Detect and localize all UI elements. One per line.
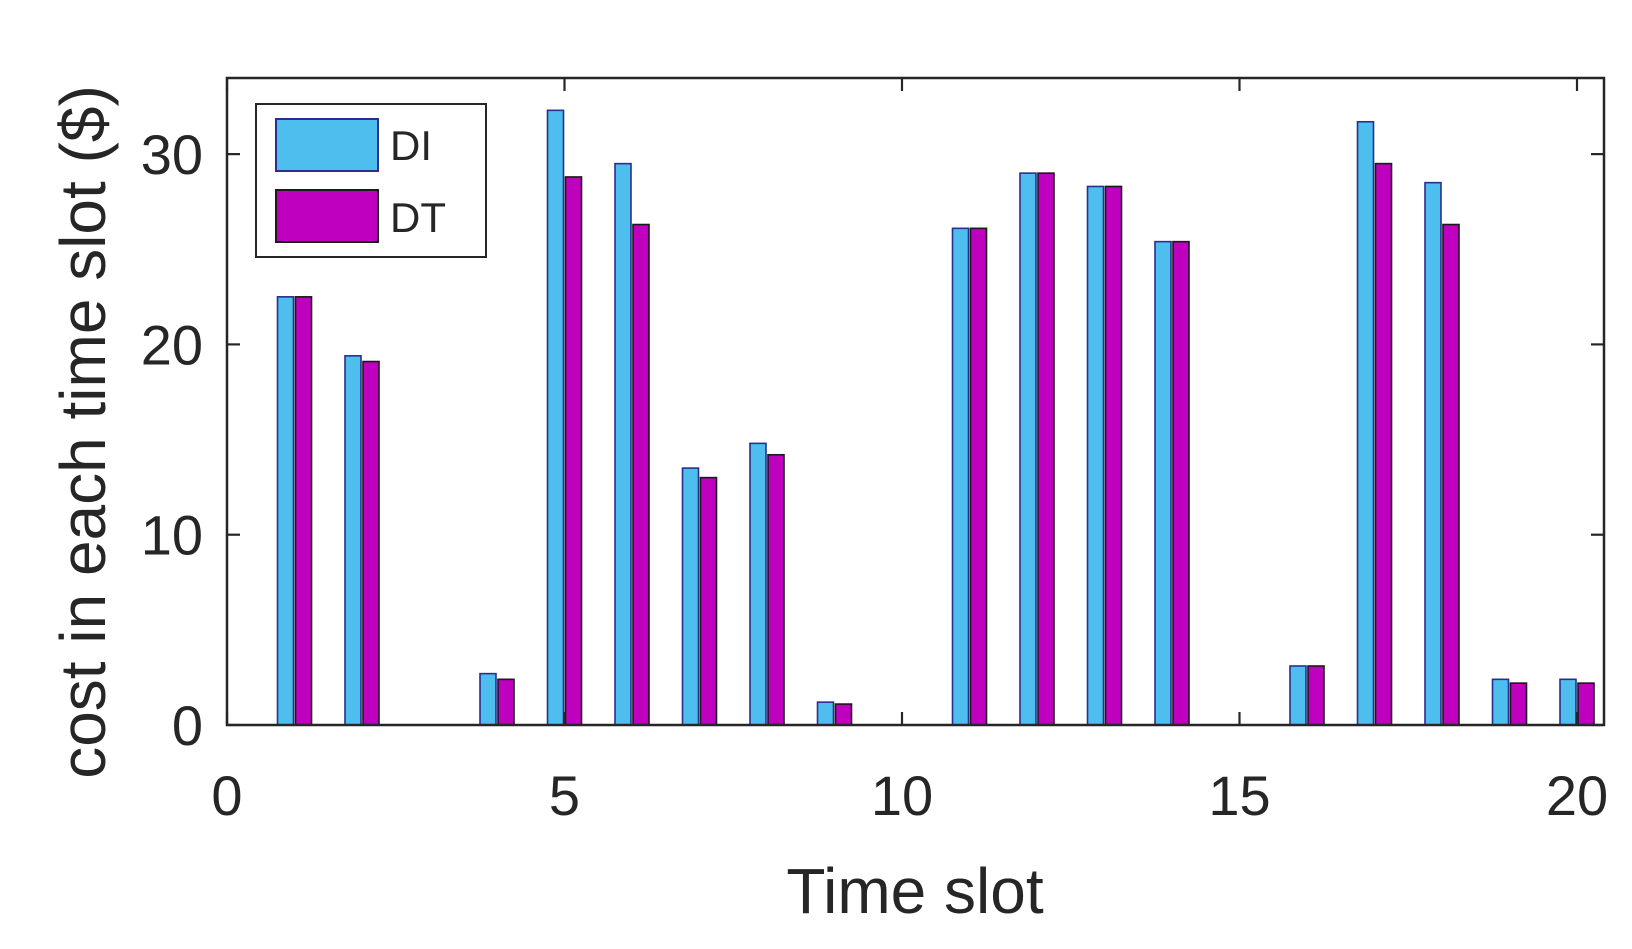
legend-swatch-dt: [275, 189, 379, 243]
bar-dt-16: [1307, 665, 1325, 726]
y-axis-title: cost in each time slot ($): [47, 85, 119, 779]
x-axis-title: Time slot: [786, 855, 1043, 927]
bar-dt-5: [564, 176, 583, 726]
bar-dt-9: [834, 703, 853, 726]
bar-dt-20: [1577, 682, 1595, 726]
bar-dt-19: [1509, 682, 1528, 726]
ticks-layer: [225, 78, 1604, 727]
bar-dt-4: [497, 678, 515, 726]
x-tick-label-15: 15: [1208, 764, 1270, 827]
bar-di-9: [816, 701, 835, 726]
x-tick-label-0: 0: [211, 764, 242, 827]
bar-di-8: [749, 442, 767, 726]
bar-dt-17: [1374, 162, 1393, 726]
bar-dt-7: [699, 476, 718, 726]
bar-di-18: [1424, 181, 1442, 726]
bar-di-11: [951, 227, 970, 726]
y-tick-label-10: 10: [141, 504, 203, 567]
bar-di-7: [681, 467, 700, 726]
bar-di-6: [614, 162, 632, 726]
bar-dt-8: [767, 453, 785, 726]
bar-dt-13: [1104, 185, 1123, 726]
y-tick-label-30: 30: [141, 123, 203, 186]
legend: DI DT: [255, 103, 487, 258]
x-tick-label-20: 20: [1546, 764, 1608, 827]
bar-di-2: [344, 355, 362, 726]
bar-di-17: [1356, 120, 1375, 726]
bar-dt-18: [1442, 223, 1460, 726]
bar-dt-6: [632, 223, 650, 726]
bar-di-4: [479, 672, 497, 726]
bar-di-14: [1154, 240, 1172, 726]
bar-di-12: [1019, 172, 1037, 726]
bar-di-20: [1559, 678, 1577, 726]
bar-di-5: [546, 109, 565, 726]
bar-di-13: [1086, 185, 1105, 726]
x-tick-label-5: 5: [549, 764, 580, 827]
legend-swatch-di: [275, 118, 379, 172]
bar-dt-1: [294, 296, 313, 726]
legend-label-dt: DT: [390, 194, 446, 241]
tick-labels-layer: 0 5 10 15 20 0 10 20 30: [141, 123, 1608, 827]
legend-label-di: DI: [390, 122, 432, 169]
bar-di-19: [1491, 678, 1510, 726]
bar-dt-2: [362, 360, 380, 726]
bar-di-16: [1289, 665, 1307, 726]
bar-dt-11: [969, 227, 988, 726]
plot-frame: [225, 76, 1606, 727]
bar-di-1: [276, 296, 295, 726]
y-tick-label-0: 0: [172, 694, 203, 757]
bars-layer: [276, 109, 1595, 726]
bar-dt-14: [1172, 240, 1190, 726]
y-tick-label-20: 20: [141, 313, 203, 376]
bar-dt-12: [1037, 172, 1055, 726]
x-tick-label-10: 10: [871, 764, 933, 827]
